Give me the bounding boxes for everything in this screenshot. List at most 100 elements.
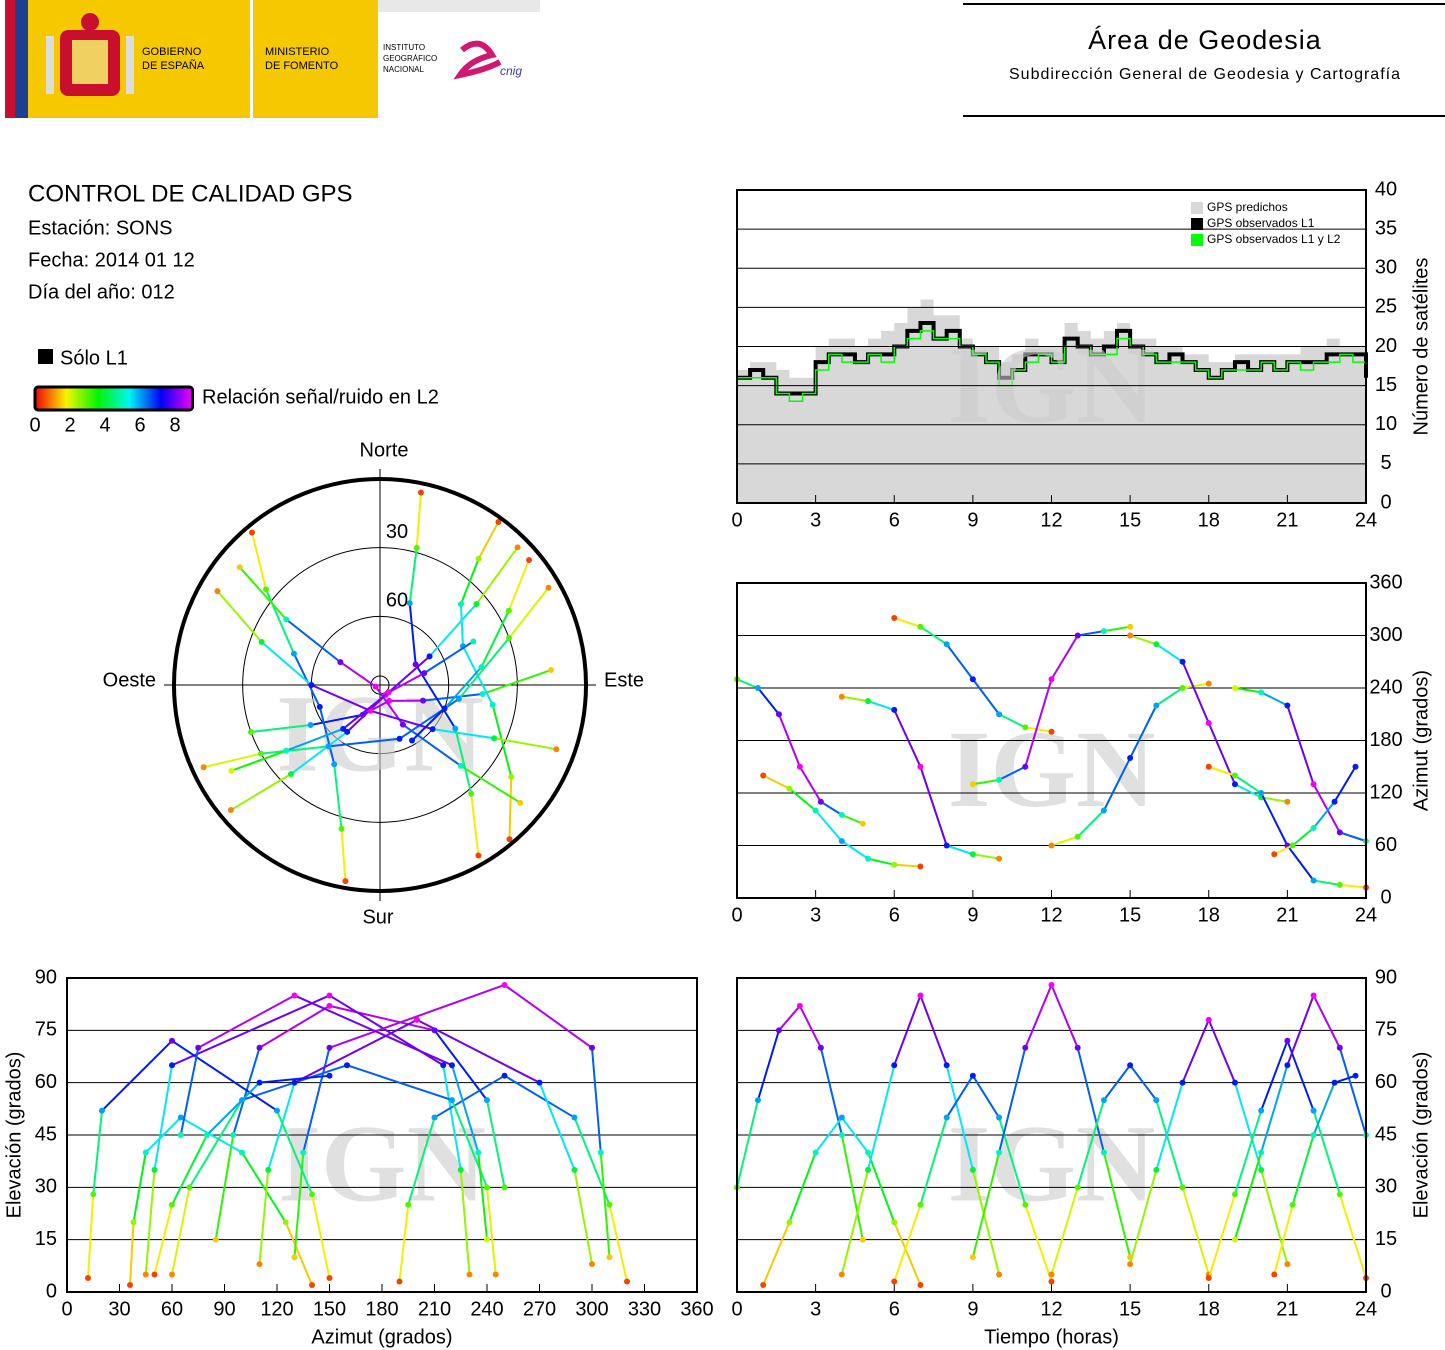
legend-label: GPS predichos bbox=[1207, 200, 1288, 214]
track-point bbox=[865, 1166, 872, 1173]
track-point bbox=[812, 807, 819, 814]
track-segment bbox=[477, 521, 500, 560]
track-segment bbox=[310, 713, 364, 727]
track-point bbox=[891, 861, 898, 868]
track-point bbox=[838, 1132, 845, 1138]
colorbar-tick: 2 bbox=[64, 414, 75, 436]
info-line: Día del año: 012 bbox=[28, 281, 175, 303]
track-point bbox=[283, 747, 290, 754]
x-tick-label: 6 bbox=[889, 904, 900, 926]
track-point bbox=[1258, 1166, 1265, 1173]
track-segment bbox=[1273, 1204, 1294, 1275]
track-point bbox=[1352, 763, 1359, 770]
x-tick-label: 300 bbox=[575, 1298, 608, 1320]
track-point bbox=[1048, 981, 1055, 988]
track-point bbox=[1153, 1097, 1160, 1104]
track-point bbox=[536, 1079, 543, 1086]
track-segment bbox=[819, 1047, 843, 1136]
track-point bbox=[256, 1261, 263, 1268]
track-point bbox=[409, 737, 416, 744]
plot-frame bbox=[736, 582, 1367, 899]
x-tick-label: 210 bbox=[418, 1298, 451, 1320]
track-segment bbox=[261, 641, 312, 686]
track-point bbox=[1205, 1275, 1212, 1282]
track-point bbox=[1074, 833, 1081, 840]
track-segment bbox=[919, 995, 948, 1066]
track-point bbox=[457, 601, 464, 608]
colorbar-tick: 0 bbox=[29, 414, 40, 436]
y-tick-label: 45 bbox=[1375, 1123, 1397, 1145]
x-tick-label: 15 bbox=[1119, 1298, 1141, 1320]
track-point bbox=[775, 711, 782, 718]
ministry-line: MINISTERIO bbox=[265, 46, 330, 58]
track-segment bbox=[329, 984, 505, 1049]
track-segment bbox=[508, 776, 513, 840]
institute-line: GEOGRÁFICO bbox=[383, 54, 437, 63]
track-point bbox=[142, 1271, 149, 1278]
legend-label: GPS observados L1 bbox=[1207, 216, 1315, 230]
track-point bbox=[431, 1114, 438, 1121]
track-segment bbox=[867, 857, 895, 866]
track-segment bbox=[919, 625, 948, 646]
track-point bbox=[338, 825, 345, 832]
track-segment bbox=[1024, 984, 1053, 1049]
track-point bbox=[1074, 1044, 1081, 1051]
track-point bbox=[466, 1271, 473, 1278]
track-segment bbox=[814, 1116, 843, 1154]
track-point bbox=[1179, 1079, 1186, 1086]
track-point bbox=[340, 725, 347, 732]
track-point bbox=[85, 1275, 91, 1282]
track-point bbox=[917, 623, 924, 630]
x-tick-label: 6 bbox=[889, 509, 900, 531]
track-segment bbox=[1338, 1194, 1367, 1279]
y-tick-label: 10 bbox=[1375, 413, 1397, 435]
track-segment bbox=[1025, 726, 1052, 733]
horizon bbox=[172, 477, 588, 893]
colorbar bbox=[33, 385, 194, 412]
track-segment bbox=[407, 1117, 436, 1206]
track-point bbox=[969, 781, 976, 788]
track-point bbox=[413, 544, 420, 551]
track-segment bbox=[491, 704, 513, 778]
report-title: CONTROL DE CALIDAD GPS bbox=[28, 180, 353, 207]
y-tick-label: 0 bbox=[1380, 1280, 1391, 1302]
track-segment bbox=[1313, 879, 1340, 886]
track-point bbox=[1258, 1107, 1265, 1114]
track-point bbox=[195, 1044, 202, 1051]
track-point bbox=[786, 1219, 793, 1226]
track-segment bbox=[971, 1152, 1001, 1258]
track-point bbox=[1048, 1271, 1055, 1278]
track-point bbox=[838, 811, 845, 818]
track-point bbox=[1271, 851, 1278, 858]
track-point bbox=[553, 746, 560, 753]
track-point bbox=[969, 1166, 976, 1173]
track-point bbox=[571, 1166, 578, 1173]
track-point bbox=[1022, 1201, 1029, 1208]
track-point bbox=[204, 1132, 210, 1138]
track-segment bbox=[92, 1110, 103, 1195]
track-point bbox=[796, 1002, 803, 1009]
y-tick-label: 30 bbox=[35, 1176, 57, 1198]
track-point bbox=[1331, 1079, 1338, 1086]
x-tick-label: 18 bbox=[1198, 904, 1220, 926]
track-point bbox=[1205, 680, 1212, 687]
track-point bbox=[256, 1079, 263, 1086]
track-segment bbox=[972, 1075, 1000, 1119]
colorbar-label: Relación señal/ruido en L2 bbox=[202, 386, 439, 408]
track-segment bbox=[1181, 1187, 1210, 1275]
x-tick-label: 360 bbox=[680, 1298, 713, 1320]
track-segment bbox=[736, 678, 759, 689]
track-segment bbox=[346, 1064, 453, 1102]
track-point bbox=[760, 1282, 767, 1289]
track-point bbox=[1231, 772, 1238, 779]
track-point bbox=[325, 743, 332, 750]
track-point bbox=[1048, 1278, 1055, 1285]
direction-label: Este bbox=[604, 669, 644, 691]
track-point bbox=[1205, 763, 1212, 770]
track-segment bbox=[206, 1081, 261, 1136]
track-segment bbox=[276, 1110, 313, 1195]
track-segment bbox=[171, 994, 330, 1067]
legend-swatch bbox=[1191, 234, 1203, 246]
track-segment bbox=[486, 1187, 497, 1275]
track-segment bbox=[171, 1187, 191, 1275]
